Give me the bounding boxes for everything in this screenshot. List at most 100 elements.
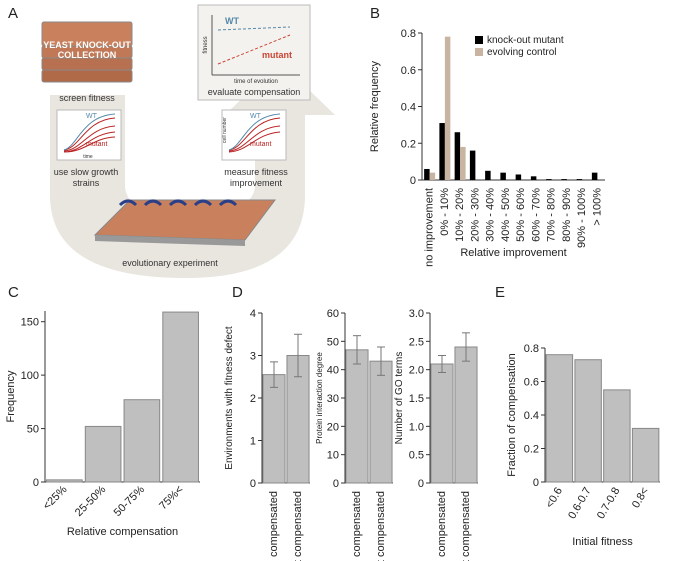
wt-curve (228, 113, 281, 151)
x-tick-label: 90% - 100% (576, 188, 588, 248)
panel-label: B (370, 5, 380, 22)
x-tick-label: 0.8< (630, 486, 651, 511)
bar (162, 311, 199, 483)
x-tick-label: 0.7-0.8 (595, 486, 623, 522)
y-tick-label: 0.2 (401, 138, 416, 150)
bar (485, 170, 491, 180)
x-axis-label: Initial fitness (572, 536, 633, 548)
bar (546, 179, 552, 180)
legend-swatch (475, 48, 483, 56)
bar (545, 354, 574, 483)
legend-label: evolving control (487, 47, 556, 58)
panel-a: A YEAST KNOCK-OUT COLLECTION screen fitn… (8, 4, 335, 278)
axis-label: fitness (203, 36, 209, 53)
x-tick-label: 25-50% (73, 483, 108, 518)
panel-label: C (8, 284, 19, 301)
mutant-line (217, 34, 291, 65)
bar (515, 174, 522, 180)
x-tick-label: 10% - 20% (454, 188, 466, 242)
y-tick-label: 40 (327, 365, 339, 377)
growth-curves (63, 117, 116, 153)
bar (631, 427, 660, 483)
y-axis-label: Environments with fitness defect (224, 326, 235, 470)
bar (430, 363, 454, 484)
y-tick-label: 0.8 (524, 343, 539, 355)
wt-label: WT (225, 16, 239, 26)
axis-label: time of evolution (234, 79, 278, 85)
bar (46, 479, 83, 483)
y-axis-label: Relative frequency (369, 60, 381, 152)
x-axis-label: Relative compensation (67, 526, 178, 538)
bar (603, 389, 631, 483)
x-tick-label: compensated (351, 491, 363, 557)
step-label: screen fitness (59, 93, 115, 103)
wt-line (217, 26, 291, 31)
plate-stack (41, 21, 133, 83)
y-tick-label: 0.4 (401, 102, 416, 114)
bar (561, 179, 567, 180)
bar (345, 349, 369, 484)
step-label: use slow growth (54, 167, 119, 177)
y-tick-label: 0 (250, 478, 256, 490)
x-tick-label: not compensated (292, 491, 304, 561)
y-tick-label: 0.6 (524, 377, 539, 389)
x-tick-label: 40% - 50% (500, 188, 512, 242)
y-tick-label: 100 (21, 370, 39, 382)
y-axis-label: Number of GO terms (394, 352, 405, 445)
wt-curve (63, 113, 116, 151)
y-tick-label: 0 (410, 175, 416, 187)
y-tick-label: 0.8 (401, 28, 416, 40)
y-tick-label: 0 (418, 478, 424, 490)
x-tick-label: 80% - 90% (561, 188, 573, 242)
y-tick-label: 0.5 (409, 450, 424, 462)
y-tick-label: 50 (27, 424, 39, 436)
axis-label: cell number (222, 117, 228, 143)
panel-label: E (495, 284, 505, 301)
x-tick-label: 75%< (157, 484, 186, 513)
x-tick-label: compensated (268, 491, 280, 557)
y-tick-label: 60 (327, 308, 339, 320)
growth-curves (228, 117, 281, 153)
bar (123, 399, 161, 483)
y-tick-label: 1.5 (409, 393, 424, 405)
y-tick-label: 0 (333, 478, 339, 490)
y-tick-label: 0.6 (401, 65, 416, 77)
x-tick-label: <0.6 (544, 486, 565, 511)
y-tick-label: 3.0 (409, 308, 424, 320)
step-label: measure fitness (224, 167, 288, 177)
y-axis-label: Frequency (5, 370, 17, 422)
step-label: evolutionary experiment (122, 258, 218, 268)
bar (454, 132, 461, 180)
bar (262, 374, 286, 484)
y-tick-label: 2 (250, 393, 256, 405)
x-tick-label: 50-75% (112, 483, 147, 518)
step-label: improvement (230, 178, 283, 188)
mutant-label: mutant (262, 50, 292, 60)
y-tick-label: 0.4 (524, 410, 539, 422)
x-tick-label: 0% - 10% (439, 188, 451, 236)
bar (574, 359, 602, 483)
y-tick-label: 30 (327, 393, 339, 405)
y-tick-label: 0 (33, 477, 39, 489)
y-tick-label: 1.0 (409, 421, 424, 433)
plate-row (93, 199, 276, 246)
bar (469, 150, 476, 180)
mutant-label: mutant (250, 141, 271, 148)
y-tick-label: 3 (250, 351, 256, 363)
legend-label: knock-out mutant (487, 35, 564, 46)
legend-swatch (475, 36, 483, 44)
inset (197, 4, 311, 101)
x-tick-label: 60% - 70% (530, 188, 542, 242)
step-label: evaluate compensation (208, 87, 301, 97)
y-tick-label: 50 (327, 336, 339, 348)
bar (444, 36, 451, 180)
y-axis-label: Fraction of compensation (506, 353, 518, 477)
bar (454, 346, 478, 484)
wt-label: WT (86, 113, 98, 120)
x-tick-label: no improvement (424, 188, 436, 267)
x-axis-label: Relative improvement (460, 247, 566, 259)
y-tick-label: 2.0 (409, 365, 424, 377)
x-tick-label: > 100% (591, 188, 603, 226)
bar (500, 172, 506, 180)
